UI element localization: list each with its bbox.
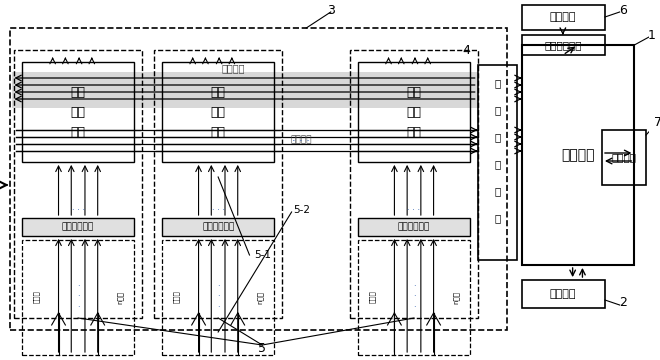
Bar xyxy=(521,45,634,265)
Bar xyxy=(358,240,470,355)
Text: 7: 7 xyxy=(654,116,660,129)
Bar xyxy=(350,50,478,318)
Text: 信号调理模块: 信号调理模块 xyxy=(202,222,234,231)
Text: 一通道: 一通道 xyxy=(33,291,40,303)
Text: 信号调理模块: 信号调理模块 xyxy=(398,222,430,231)
Text: 模: 模 xyxy=(494,186,500,196)
Text: 5-1: 5-1 xyxy=(253,250,271,260)
Bar xyxy=(358,62,470,162)
Bar xyxy=(521,35,605,55)
Text: 存储模块: 存储模块 xyxy=(550,289,576,299)
Text: 模块: 模块 xyxy=(407,126,422,139)
Text: 接口电路: 接口电路 xyxy=(611,152,636,162)
Text: n通道: n通道 xyxy=(257,291,263,303)
Bar xyxy=(162,218,274,236)
Bar xyxy=(22,240,134,355)
Text: 数: 数 xyxy=(494,78,500,88)
Bar xyxy=(162,240,274,355)
Text: · · ·: · · · xyxy=(292,136,310,146)
Text: · · ·: · · · xyxy=(71,206,84,215)
Text: 模块: 模块 xyxy=(71,126,86,139)
Text: 信号调理模块: 信号调理模块 xyxy=(62,222,94,231)
Text: 模数: 模数 xyxy=(211,86,226,99)
Bar xyxy=(154,50,282,318)
Text: n通道: n通道 xyxy=(117,291,123,303)
Bar xyxy=(478,65,517,260)
Bar xyxy=(162,62,274,162)
Text: 模数: 模数 xyxy=(71,86,86,99)
Text: 1: 1 xyxy=(648,28,656,41)
Text: 电源隔离模块: 电源隔离模块 xyxy=(544,40,581,50)
Bar xyxy=(521,5,605,30)
Text: 5: 5 xyxy=(258,342,266,355)
Text: 3: 3 xyxy=(327,4,335,17)
Text: ·
·
·: · · · xyxy=(77,282,79,312)
Text: 控制总线: 控制总线 xyxy=(221,63,245,73)
Text: 一通道: 一通道 xyxy=(368,291,375,303)
Text: 转换: 转换 xyxy=(71,105,86,118)
Bar xyxy=(15,50,142,318)
Text: n通道: n通道 xyxy=(453,291,459,303)
Text: 5-2: 5-2 xyxy=(293,205,310,215)
Text: 隔: 隔 xyxy=(494,132,500,142)
Bar xyxy=(9,28,507,330)
Text: · · ·: · · · xyxy=(212,206,224,215)
Text: 块: 块 xyxy=(494,213,500,223)
Text: 控制模块: 控制模块 xyxy=(561,148,594,162)
Text: ·
·
·: · · · xyxy=(412,282,415,312)
Text: 数据总线: 数据总线 xyxy=(290,135,312,144)
Bar xyxy=(521,280,605,308)
Text: 模数: 模数 xyxy=(407,86,422,99)
Bar xyxy=(358,218,470,236)
Text: · · ·: · · · xyxy=(407,206,420,215)
Text: 4: 4 xyxy=(462,44,470,57)
Text: 转换: 转换 xyxy=(407,105,422,118)
Bar xyxy=(22,218,134,236)
Text: 6: 6 xyxy=(618,4,626,17)
Text: 供电电源: 供电电源 xyxy=(550,12,576,22)
Bar xyxy=(602,130,646,185)
Text: 字: 字 xyxy=(494,105,500,115)
Bar xyxy=(11,72,478,108)
Text: 2: 2 xyxy=(618,297,626,310)
Text: 一通道: 一通道 xyxy=(173,291,180,303)
Text: 转换: 转换 xyxy=(211,105,226,118)
Text: 离: 离 xyxy=(494,159,500,169)
Text: ·
·
·: · · · xyxy=(217,282,220,312)
Text: 模块: 模块 xyxy=(211,126,226,139)
Bar xyxy=(22,62,134,162)
